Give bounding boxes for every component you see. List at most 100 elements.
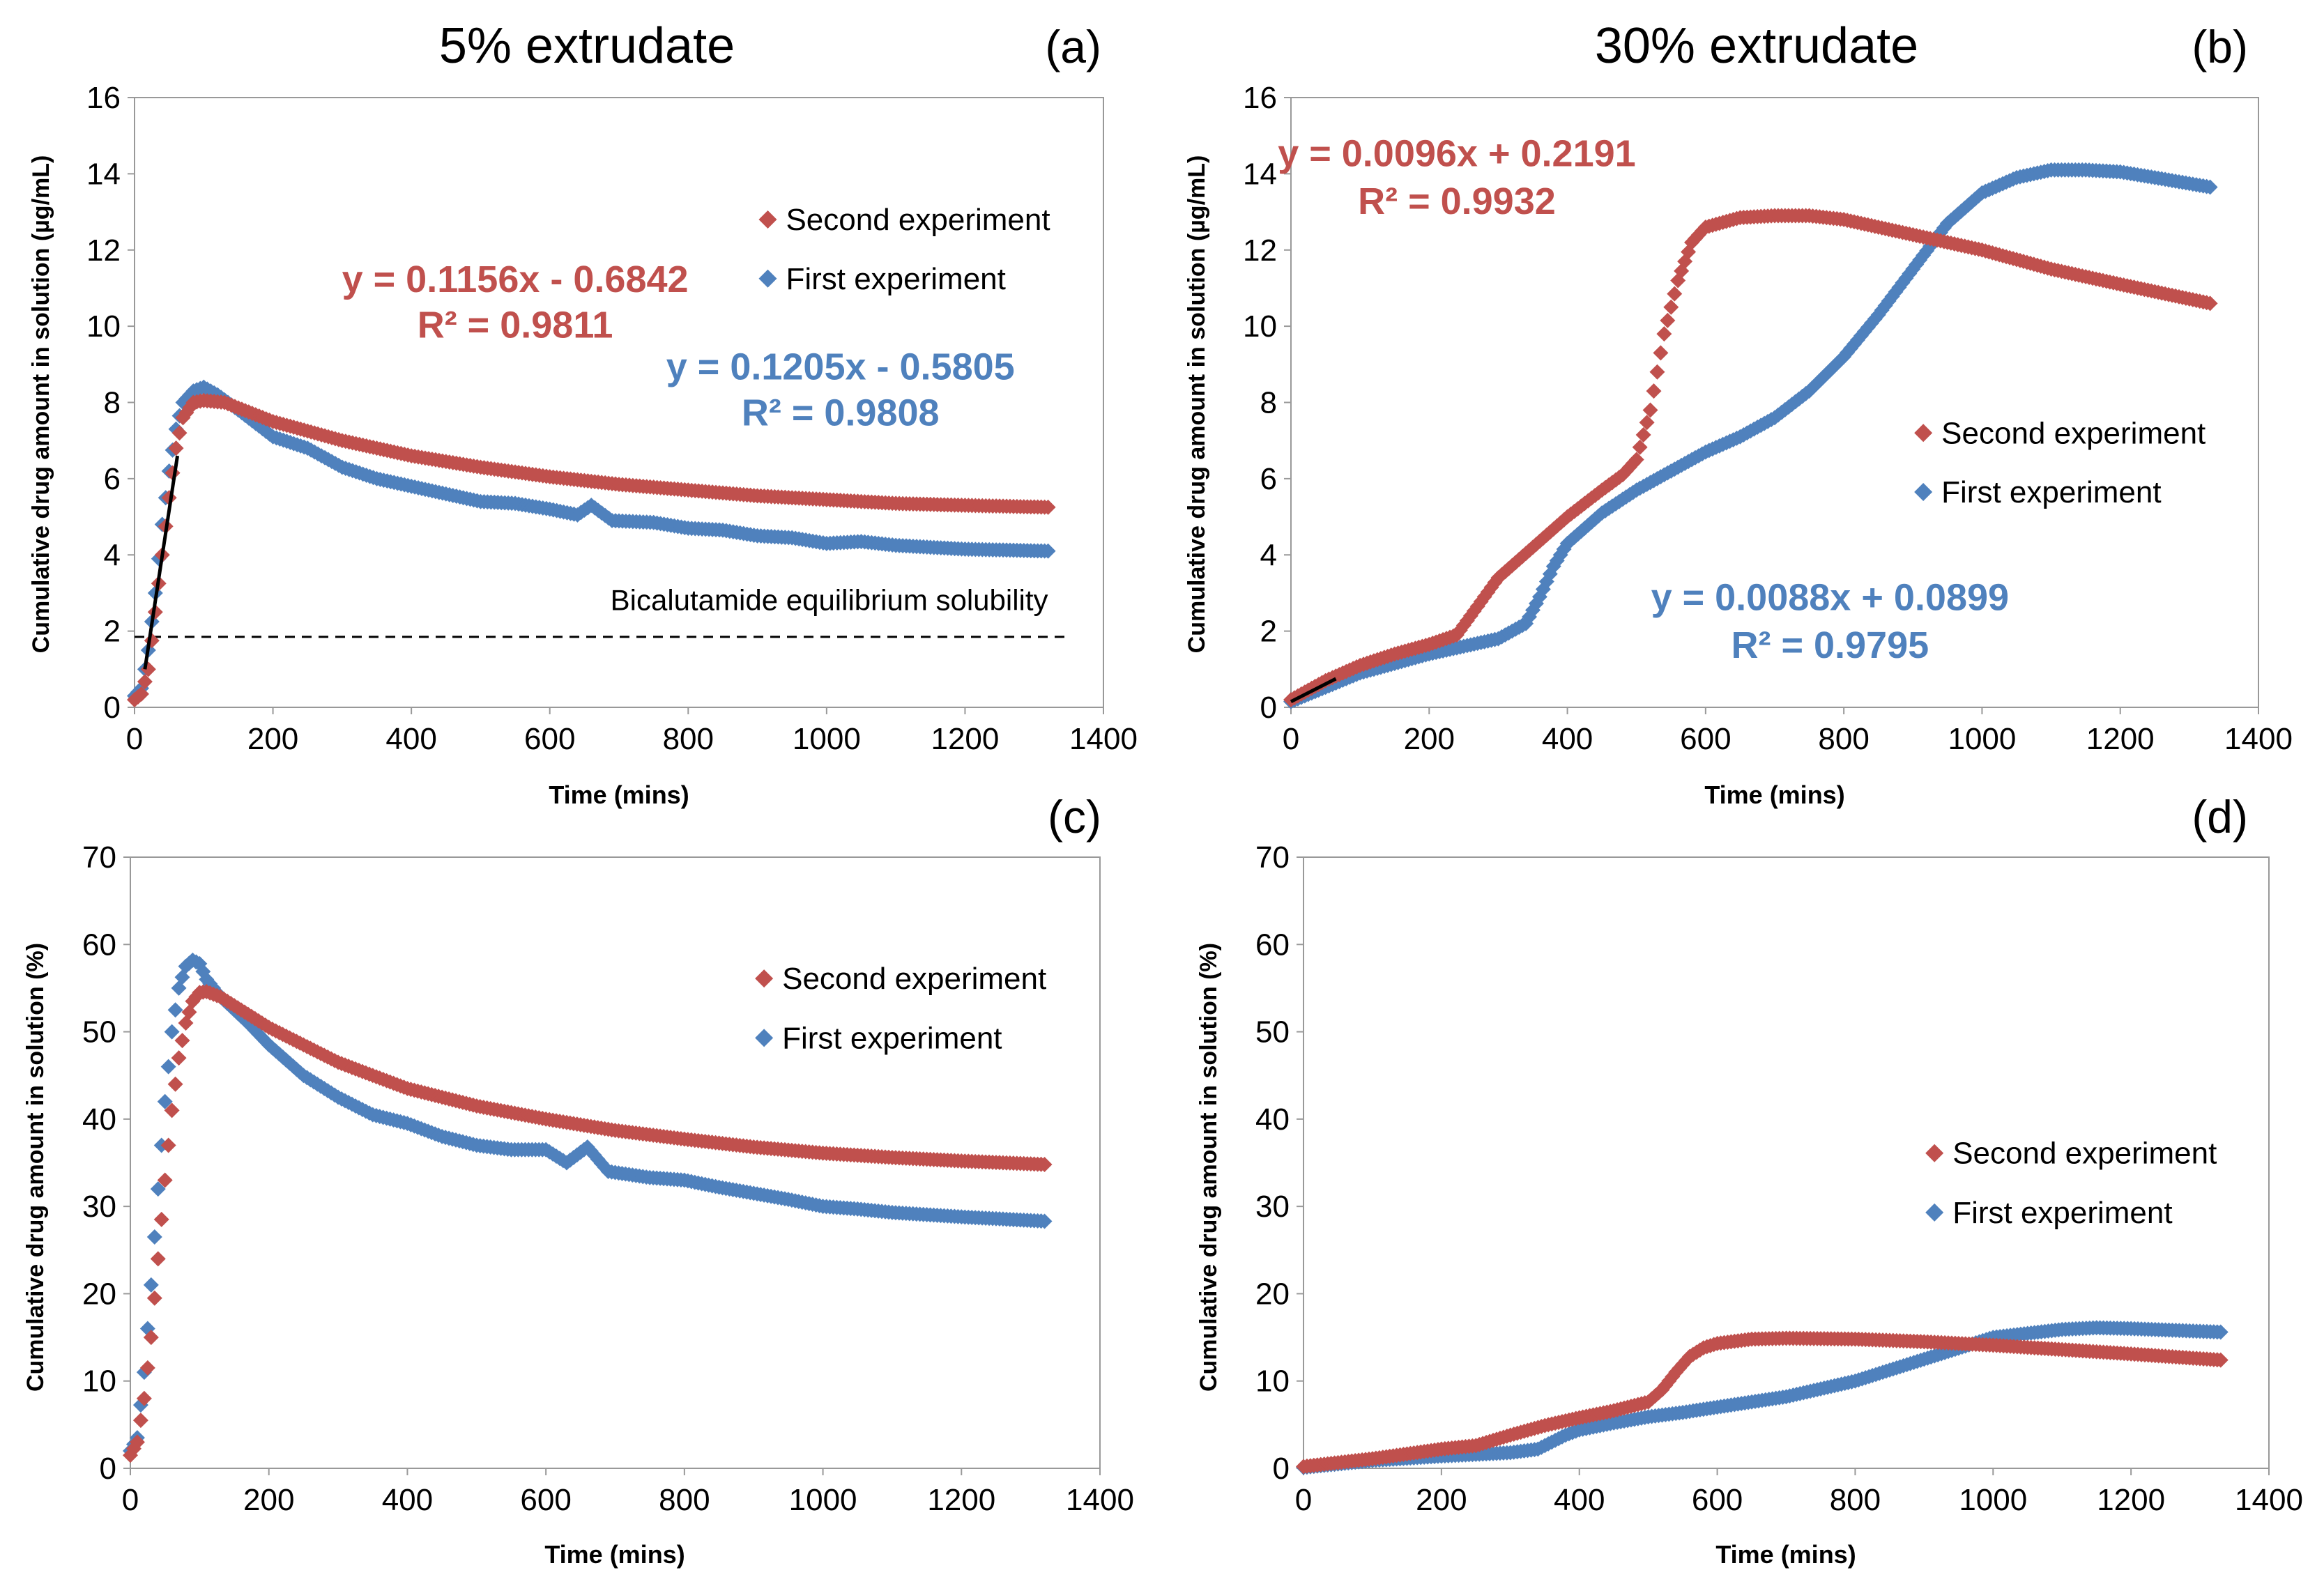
panel-a-legend-first-marker [758, 269, 777, 288]
panel-c-x-tick-label: 600 [520, 1483, 571, 1517]
panel-a-linear-fit-line [143, 455, 180, 670]
panel-c-y-tick-label: 60 [82, 928, 116, 962]
panel-d-x-axis-label: Time (mins) [1715, 1540, 1856, 1569]
panel-c-legend-first-label: First experiment [782, 1021, 1002, 1055]
panel-a-y-tick-label: 16 [86, 81, 121, 115]
panel-b-x-tick-label: 0 [1283, 722, 1299, 756]
panel-b-second-experiment-point [1656, 326, 1672, 342]
panel-c-second-experiment-point [139, 1360, 155, 1376]
panel-c-second-experiment-point [153, 1211, 169, 1227]
panel-d-legend-first-label: First experiment [1952, 1196, 2172, 1230]
panel-d-y-tick-label: 40 [1255, 1102, 1290, 1137]
panel-a-second-experiment-point [171, 425, 188, 441]
panel-b-x-tick-label: 200 [1404, 722, 1455, 756]
panel-b-y-tick-label: 10 [1243, 309, 1277, 344]
panel-b-y-tick-label: 16 [1243, 81, 1277, 115]
panel-d-x-tick-label: 200 [1416, 1483, 1467, 1517]
panel-a-second-experiment-point [1040, 499, 1056, 515]
panel-b-second-experiment-point [1642, 402, 1658, 418]
panel-d-y-tick-label: 20 [1255, 1277, 1290, 1311]
panel-c-x-tick-label: 800 [659, 1483, 710, 1517]
panel-b-second-experiment-point [1663, 299, 1679, 315]
panel-a-second-experiment-point [168, 440, 184, 456]
panel-a-y-tick-label: 14 [86, 157, 121, 191]
panel-b-x-tick-label: 800 [1818, 722, 1869, 756]
panel-c-second-experiment-point [132, 1413, 148, 1429]
panel-d-y-tick-label: 50 [1255, 1015, 1290, 1049]
panel-c-x-tick-label: 400 [382, 1483, 433, 1517]
panel-c-y-tick-label: 20 [82, 1277, 116, 1311]
panel-b-legend-first-marker [1914, 483, 1933, 502]
panel-b-title: 30% extrudate [1595, 18, 1918, 74]
panel-a-label: (a) [1045, 21, 1101, 72]
panel-c-second-experiment-point [150, 1251, 166, 1267]
panel-a-first-fit-equation: y = 0.1205x - 0.5805 [666, 346, 1015, 388]
panel-c-y-tick-label: 40 [82, 1102, 116, 1137]
panel-a-y-tick-label: 10 [86, 309, 121, 344]
panel-d-plot-frame [1303, 856, 2270, 1469]
panel-a-second-experiment-point [133, 686, 149, 702]
panel-d-x-tick-label: 400 [1554, 1483, 1605, 1517]
panel-a-x-tick-label: 200 [247, 722, 298, 756]
panel-c-legend-second-label: Second experiment [782, 962, 1046, 996]
panel-c-second-experiment-point [1037, 1157, 1053, 1173]
panel-c-first-experiment-point [160, 1059, 176, 1075]
panel-c-second-experiment-point [143, 1330, 159, 1346]
panel-c-y-tick-label: 10 [82, 1364, 116, 1399]
panel-b-second-experiment-point [1667, 286, 1683, 302]
panel-c-x-tick-label: 1400 [1066, 1483, 1134, 1517]
panel-a-x-axis-label: Time (mins) [549, 781, 689, 809]
panel-c-y-tick-label: 0 [100, 1452, 116, 1486]
panel-c-first-experiment-point [164, 1024, 180, 1040]
panel-a-y-tick-label: 8 [104, 386, 121, 420]
panel-b-y-axis-label: Cumulative drug amount in solution (µg/m… [1184, 155, 1210, 654]
panel-b-linear-fit-line [1290, 677, 1337, 704]
panel-a-x-tick-label: 0 [126, 722, 143, 756]
panel-c-second-experiment-point [157, 1172, 173, 1188]
panel-a-first-experiment-point [1040, 543, 1056, 559]
panel-a-legend-first-label: First experiment [786, 262, 1005, 296]
panel-d-legend-second-label: Second experiment [1952, 1137, 2217, 1171]
panel-b-y-tick-label: 2 [1260, 615, 1277, 649]
panel-c-first-experiment-point [1037, 1213, 1053, 1229]
panel-b-second-fit-r2: R² = 0.9932 [1358, 180, 1556, 222]
panel-b-x-tick-label: 1000 [1948, 722, 2016, 756]
panel-d-legend-first-marker [1925, 1203, 1944, 1222]
panel-d-label: (d) [2192, 791, 2248, 843]
panel-a-5-percent-extrudate: 5% extrudate (a) Time (mins) Cumulative … [28, 18, 1138, 809]
panel-c-second-experiment-point [167, 1076, 183, 1092]
panel-c-y-tick-label: 50 [82, 1015, 116, 1049]
panel-c-first-experiment-point [157, 1093, 173, 1109]
panel-d-legend-second-marker [1925, 1144, 1944, 1162]
panel-c-first-experiment-point [146, 1229, 162, 1245]
panel-b-second-experiment-point [1639, 415, 1655, 431]
panel-c-y-tick-label: 30 [82, 1190, 116, 1224]
panel-b-second-experiment-point [1632, 439, 1648, 455]
panel-c-x-axis-label: Time (mins) [544, 1540, 685, 1569]
panel-a-y-tick-label: 4 [104, 538, 121, 572]
panel-c-first-experiment-point [143, 1277, 159, 1293]
panel-b-second-experiment-point [1653, 345, 1669, 361]
panel-b-y-tick-label: 12 [1243, 233, 1277, 268]
panel-c-plot-frame [130, 856, 1101, 1469]
panel-b-x-tick-label: 1200 [2086, 722, 2155, 756]
panel-c-second-experiment-point [129, 1434, 145, 1450]
panel-b-second-experiment-point [1660, 312, 1676, 328]
panel-d-first-experiment-point [2212, 1324, 2229, 1340]
panel-b-y-tick-label: 8 [1260, 386, 1277, 420]
panel-a-y-tick-label: 6 [104, 462, 121, 496]
panel-d-y-tick-label: 70 [1255, 840, 1290, 875]
panel-b-label: (b) [2192, 21, 2248, 72]
panel-c-second-experiment-point [164, 1102, 180, 1118]
panel-b-legend-second-label: Second experiment [1941, 416, 2205, 450]
panel-d-x-tick-label: 1400 [2235, 1483, 2303, 1517]
panel-a-solubility-label: Bicalutamide equilibrium solubility [611, 584, 1048, 617]
panel-a-legend-second-label: Second experiment [786, 203, 1050, 237]
panel-d-y-tick-label: 0 [1273, 1452, 1290, 1486]
panel-c-x-tick-label: 200 [243, 1483, 294, 1517]
panel-d-x-tick-label: 0 [1295, 1483, 1312, 1517]
panel-c-second-experiment-point [174, 1033, 190, 1049]
panel-c-first-experiment-point [150, 1181, 166, 1197]
panel-d-x-tick-label: 800 [1830, 1483, 1881, 1517]
